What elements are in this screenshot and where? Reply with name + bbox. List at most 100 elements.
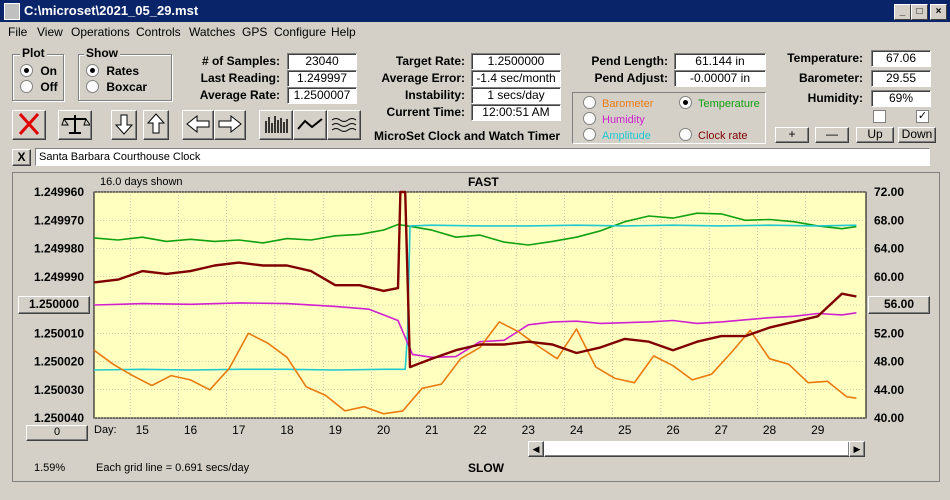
scale-balance-icon <box>61 115 91 134</box>
y-right-tick-label: 68.00 <box>874 213 904 227</box>
average-rate-label: Average Rate: <box>199 88 280 102</box>
y-right-tick-label: 72.00 <box>874 185 904 199</box>
radio-dot-icon <box>20 80 33 93</box>
maximize-button[interactable]: □ <box>911 4 928 20</box>
scroll-down-button[interactable] <box>111 110 137 140</box>
legend-barometer[interactable]: Barometer <box>583 96 653 110</box>
scroll-up-button[interactable] <box>143 110 169 140</box>
scroll-right-button[interactable] <box>214 110 246 140</box>
scroll-right-arrow-icon[interactable]: ▶ <box>849 441 865 457</box>
slow-label: SLOW <box>468 461 504 475</box>
target-rate-value[interactable]: 1.2500000 <box>471 53 561 70</box>
y-left-tick-label: 1.250040 <box>34 411 84 425</box>
clock-name-input[interactable]: Santa Barbara Courthouse Clock <box>35 148 930 166</box>
plus-button[interactable]: + <box>775 127 809 143</box>
offset-button[interactable]: 0 <box>26 425 88 441</box>
wave-view-button[interactable] <box>327 110 361 140</box>
current-time-value: 12:00:51 AM <box>471 104 561 121</box>
bar-view-button[interactable] <box>259 110 293 140</box>
close-window-button[interactable]: × <box>930 4 947 20</box>
series-temperature <box>93 212 857 246</box>
y-left-tick-label: 1.250020 <box>34 355 84 369</box>
radio-dot-icon <box>86 80 99 93</box>
line-view-button[interactable] <box>293 110 327 140</box>
menu-file[interactable]: File <box>8 25 28 39</box>
radio-dot-icon <box>583 112 596 125</box>
title-bar: C:\microset\2021_05_29.mst _ □ × <box>0 0 950 22</box>
checkmark-icon: ✓ <box>917 110 928 122</box>
plot-on-radio[interactable]: On <box>20 64 57 78</box>
y-left-tick-label: 1.250010 <box>34 326 84 340</box>
legend-box: Barometer Temperature Humidity Amplitude… <box>572 92 766 144</box>
radio-dot-icon <box>679 128 692 141</box>
window-title: C:\microset\2021_05_29.mst <box>24 3 199 18</box>
humidity-label: Humidity: <box>807 91 863 105</box>
menu-help[interactable]: Help <box>331 25 356 39</box>
x-tick-label: 15 <box>136 423 150 437</box>
legend-temperature[interactable]: Temperature <box>679 96 760 110</box>
center-temp-button[interactable]: 56.00 <box>868 296 930 314</box>
y-right-tick-label: 60.00 <box>874 270 904 284</box>
legend-humidity[interactable]: Humidity <box>583 112 645 126</box>
x-tick-label: 28 <box>763 423 777 437</box>
show-rates-radio[interactable]: Rates <box>86 64 139 78</box>
checkbox-right[interactable]: ✓ <box>916 110 929 123</box>
show-group <box>78 54 172 101</box>
horizontal-scrollbar[interactable]: ◀ ▶ <box>528 441 865 457</box>
down-button[interactable]: Down <box>898 127 936 143</box>
barometer-value: 29.55 <box>871 70 931 87</box>
x-tick-label: 22 <box>473 423 487 437</box>
radio-dot-icon <box>583 96 596 109</box>
pend-adjust-value: -0.00007 in <box>674 70 766 87</box>
minus-button[interactable]: — <box>815 127 849 143</box>
grid-note: Each grid line = 0.691 secs/day <box>96 462 250 474</box>
humidity-value: 69% <box>871 90 931 107</box>
radio-dot-icon <box>20 64 33 77</box>
current-time-label: Current Time: <box>386 105 465 119</box>
up-button[interactable]: Up <box>856 127 894 143</box>
show-boxcar-radio[interactable]: Boxcar <box>86 80 147 94</box>
cancel-button[interactable] <box>12 110 46 140</box>
last-reading-label: Last Reading: <box>200 71 280 85</box>
pend-length-value[interactable]: 61.144 in <box>674 53 766 70</box>
menu-controls[interactable]: Controls <box>136 25 181 39</box>
calibrate-button[interactable] <box>58 110 92 140</box>
legend-amplitude[interactable]: Amplitude <box>583 128 651 142</box>
menu-configure[interactable]: Configure <box>274 25 327 39</box>
day-axis-label: Day: <box>94 424 117 436</box>
arrow-down-icon <box>114 114 134 135</box>
x-tick-label: 26 <box>666 423 680 437</box>
x-tick-label: 18 <box>280 423 294 437</box>
line-graph-icon <box>297 118 323 130</box>
temperature-value: 67.06 <box>871 50 931 67</box>
samples-value: 23040 <box>287 53 357 70</box>
x-tick-label: 27 <box>715 423 729 437</box>
plot-off-radio[interactable]: Off <box>20 80 58 94</box>
x-tick-label: 23 <box>522 423 536 437</box>
target-rate-label: Target Rate: <box>395 54 465 68</box>
checkbox-left[interactable] <box>873 110 886 123</box>
y-right-tick-label: 44.00 <box>874 383 904 397</box>
legend-clock-rate[interactable]: Clock rate <box>679 128 748 142</box>
minimize-button[interactable]: _ <box>894 4 911 20</box>
menu-watches[interactable]: Watches <box>189 25 236 39</box>
app-label: MicroSet Clock and Watch Timer <box>374 129 561 143</box>
scroll-left-arrow-icon[interactable]: ◀ <box>528 441 544 457</box>
series-amplitude <box>93 224 857 371</box>
y-right-tick-label: 48.00 <box>874 355 904 369</box>
x-tick-label: 21 <box>425 423 439 437</box>
x-tick-label: 16 <box>184 423 198 437</box>
x-tick-label: 29 <box>811 423 825 437</box>
scroll-left-button[interactable] <box>182 110 214 140</box>
center-rate-button[interactable]: 1.250000 <box>18 296 90 314</box>
y-right-tick-label: 64.00 <box>874 242 904 256</box>
barometer-label: Barometer: <box>798 71 863 85</box>
arrow-up-icon <box>146 113 166 134</box>
pend-adjust-label: Pend Adjust: <box>594 71 668 85</box>
menu-gps[interactable]: GPS <box>242 25 268 39</box>
app-icon <box>4 3 20 20</box>
clear-clock-button[interactable]: X <box>12 149 31 166</box>
menu-view[interactable]: View <box>37 25 63 39</box>
menu-operations[interactable]: Operations <box>71 25 130 39</box>
